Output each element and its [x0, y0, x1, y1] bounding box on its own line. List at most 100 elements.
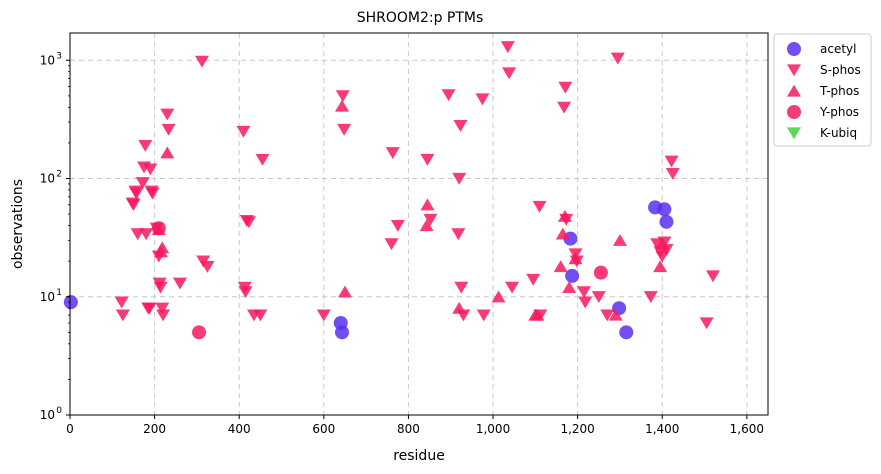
data-point: [236, 125, 251, 138]
data-point: [390, 219, 405, 232]
data-point: [451, 228, 466, 241]
data-point: [452, 301, 467, 314]
legend-marker: [787, 64, 801, 77]
y-tick-exponent: 3: [56, 51, 62, 61]
data-point: [143, 163, 158, 176]
data-point: [160, 146, 175, 159]
data-point: [526, 273, 541, 286]
data-point: [238, 286, 253, 299]
data-point: [562, 281, 577, 293]
data-point: [532, 200, 547, 213]
data-point: [600, 309, 615, 322]
x-axis-label: residue: [393, 448, 445, 464]
series-acetyl: [63, 200, 674, 340]
data-point: [502, 67, 517, 80]
data-point: [491, 290, 506, 303]
data-point: [441, 89, 456, 102]
data-point: [576, 286, 591, 299]
data-point: [385, 147, 400, 160]
data-point: [138, 139, 153, 152]
series-t-phos: [151, 99, 670, 321]
data-point: [643, 291, 658, 304]
y-tick-exponent: 0: [56, 406, 62, 416]
data-point: [172, 277, 187, 290]
data-point: [337, 123, 352, 136]
legend-marker: [787, 127, 801, 140]
data-point: [255, 153, 270, 166]
data-point: [419, 219, 434, 232]
data-point: [612, 234, 627, 246]
x-tick-label: 1,200: [560, 422, 594, 436]
legend-label: acetyl: [820, 42, 856, 56]
data-point: [156, 309, 171, 322]
legend-marker: [787, 84, 801, 97]
data-point: [142, 302, 157, 315]
data-point: [192, 325, 207, 340]
x-axis-ticks: 0 200 400 600 800 1,000 1,200 1,400 1,600: [66, 415, 764, 436]
data-point: [115, 309, 130, 322]
data-point: [568, 252, 583, 265]
data-point: [145, 187, 160, 200]
data-point: [655, 237, 670, 250]
data-point: [126, 199, 141, 212]
data-point: [610, 52, 625, 65]
data-point: [558, 81, 573, 94]
series-s-phos: [114, 41, 721, 330]
data-point: [139, 228, 154, 241]
data-point: [657, 202, 672, 217]
x-tick-label: 0: [66, 422, 74, 436]
data-point: [557, 101, 572, 114]
plot-frame: [69, 32, 769, 416]
x-tick-label: 200: [143, 422, 166, 436]
y-tick-exponent: 1: [56, 288, 62, 298]
data-point: [665, 168, 680, 180]
series-y-phos: [151, 221, 608, 340]
legend-label: T-phos: [819, 84, 859, 98]
data-point: [420, 198, 435, 211]
y-tick-label: 10: [40, 53, 55, 67]
data-points: [63, 41, 721, 340]
data-point: [151, 221, 166, 236]
data-point: [619, 325, 634, 340]
data-point: [608, 308, 623, 321]
x-tick-label: 600: [312, 422, 335, 436]
data-point: [335, 99, 350, 112]
data-point: [155, 241, 170, 254]
data-point: [253, 309, 268, 322]
data-point: [591, 291, 606, 304]
legend-frame: [773, 33, 872, 147]
x-tick-label: 400: [228, 422, 251, 436]
data-point: [241, 216, 256, 229]
legend-label: S-phos: [820, 63, 861, 77]
data-point: [453, 120, 468, 132]
data-point: [454, 281, 469, 294]
data-point: [161, 123, 176, 136]
legend: acetyl S-phos T-phos Y-phos K-ubiq: [773, 33, 872, 147]
data-point: [659, 214, 674, 229]
data-point: [135, 177, 150, 190]
data-point: [452, 172, 467, 185]
y-tick-label: 10: [40, 290, 55, 304]
x-tick-label: 1,600: [730, 422, 764, 436]
chart-title: SHROOM2:p PTMs: [357, 10, 484, 26]
data-point: [505, 281, 520, 294]
data-point: [155, 302, 170, 315]
data-point: [335, 90, 350, 103]
data-point: [699, 317, 714, 330]
data-point: [553, 260, 568, 273]
x-tick-label: 1,400: [645, 422, 679, 436]
data-point: [423, 213, 438, 226]
legend-marker: [787, 42, 801, 56]
y-tick-label: 10: [40, 172, 55, 186]
y-axis-label: observations: [10, 179, 26, 269]
data-point: [384, 238, 399, 251]
data-point: [565, 268, 580, 283]
data-point: [160, 108, 175, 121]
data-point: [420, 153, 435, 166]
data-point: [500, 41, 515, 54]
data-point: [476, 309, 491, 322]
y-tick-exponent: 2: [56, 170, 62, 180]
data-point: [557, 209, 572, 222]
legend-label: K-ubiq: [820, 126, 857, 140]
